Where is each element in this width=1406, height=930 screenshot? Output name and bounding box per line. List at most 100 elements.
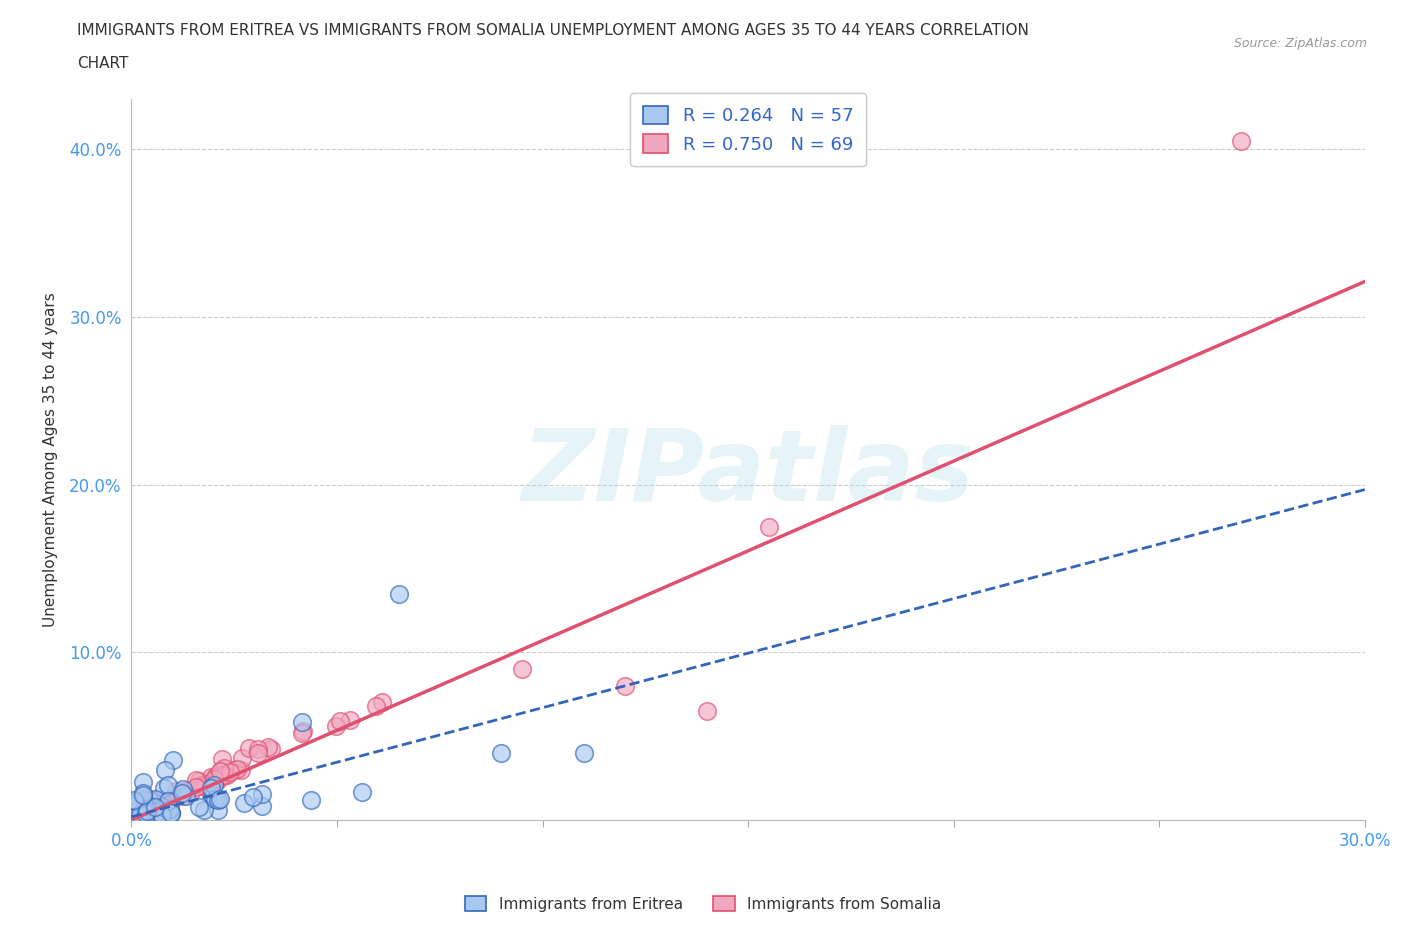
- Point: [758, 519, 780, 534]
- Point: [142, 799, 165, 814]
- Point: [125, 794, 148, 809]
- Point: [160, 805, 183, 820]
- Point: [174, 783, 197, 798]
- Point: [1230, 133, 1253, 148]
- Point: [247, 746, 270, 761]
- Point: [201, 789, 224, 804]
- Point: [152, 800, 174, 815]
- Point: [242, 790, 264, 804]
- Point: [207, 803, 229, 817]
- Point: [191, 779, 214, 794]
- Point: [364, 698, 387, 713]
- Point: [162, 752, 184, 767]
- Point: [143, 800, 166, 815]
- Point: [371, 694, 394, 709]
- Point: [153, 762, 176, 777]
- Point: [131, 807, 153, 822]
- Point: [205, 771, 228, 786]
- Point: [194, 777, 217, 791]
- Point: [200, 770, 222, 785]
- Point: [291, 726, 314, 741]
- Point: [191, 777, 214, 792]
- Point: [180, 785, 202, 800]
- Point: [141, 792, 163, 807]
- Point: [229, 763, 252, 777]
- Point: [145, 804, 167, 819]
- Point: [122, 792, 145, 807]
- Point: [159, 802, 181, 817]
- Text: ZIPatlas: ZIPatlas: [522, 425, 974, 523]
- Point: [202, 777, 225, 792]
- Point: [138, 792, 160, 807]
- Point: [250, 787, 273, 802]
- Point: [246, 742, 269, 757]
- Point: [160, 806, 183, 821]
- Point: [122, 806, 145, 821]
- Point: [149, 799, 172, 814]
- Point: [209, 764, 232, 778]
- Point: [128, 807, 150, 822]
- Point: [299, 792, 322, 807]
- Point: [200, 781, 222, 796]
- Point: [186, 780, 208, 795]
- Point: [209, 764, 232, 779]
- Point: [350, 784, 373, 799]
- Text: CHART: CHART: [77, 56, 129, 71]
- Point: [125, 808, 148, 823]
- Point: [325, 719, 347, 734]
- Point: [172, 781, 194, 796]
- Point: [132, 806, 155, 821]
- Point: [138, 802, 160, 817]
- Point: [510, 661, 533, 676]
- Point: [157, 777, 180, 792]
- Point: [226, 762, 249, 777]
- Point: [613, 679, 636, 694]
- Point: [146, 799, 169, 814]
- Point: [250, 798, 273, 813]
- Point: [193, 803, 215, 817]
- Point: [214, 768, 236, 783]
- Point: [212, 761, 235, 776]
- Point: [190, 777, 212, 792]
- Point: [231, 751, 253, 765]
- Point: [205, 769, 228, 784]
- Point: [136, 803, 159, 817]
- Point: [207, 792, 229, 807]
- Point: [211, 751, 233, 766]
- Point: [139, 804, 162, 819]
- Point: [152, 807, 174, 822]
- Point: [329, 713, 352, 728]
- Point: [135, 804, 157, 818]
- Point: [143, 791, 166, 806]
- Point: [135, 806, 157, 821]
- Point: [172, 789, 194, 804]
- Text: IMMIGRANTS FROM ERITREA VS IMMIGRANTS FROM SOMALIA UNEMPLOYMENT AMONG AGES 35 TO: IMMIGRANTS FROM ERITREA VS IMMIGRANTS FR…: [77, 23, 1029, 38]
- Point: [121, 811, 143, 826]
- Point: [121, 807, 143, 822]
- Point: [146, 808, 169, 823]
- Point: [124, 795, 146, 810]
- Point: [200, 776, 222, 790]
- Point: [165, 784, 187, 799]
- Point: [194, 778, 217, 793]
- Point: [339, 712, 361, 727]
- Point: [139, 802, 162, 817]
- Point: [209, 792, 232, 807]
- Point: [157, 793, 180, 808]
- Point: [188, 774, 211, 789]
- Point: [127, 808, 149, 823]
- Point: [256, 739, 278, 754]
- Point: [388, 586, 411, 601]
- Point: [204, 792, 226, 807]
- Point: [291, 714, 314, 729]
- Point: [122, 797, 145, 812]
- Point: [572, 746, 595, 761]
- Point: [233, 795, 256, 810]
- Y-axis label: Unemployment Among Ages 35 to 44 years: Unemployment Among Ages 35 to 44 years: [44, 292, 58, 627]
- Legend: R = 0.264   N = 57, R = 0.750   N = 69: R = 0.264 N = 57, R = 0.750 N = 69: [630, 93, 866, 166]
- Point: [157, 793, 180, 808]
- Point: [215, 768, 238, 783]
- Point: [134, 804, 156, 819]
- Point: [125, 798, 148, 813]
- Point: [134, 803, 156, 817]
